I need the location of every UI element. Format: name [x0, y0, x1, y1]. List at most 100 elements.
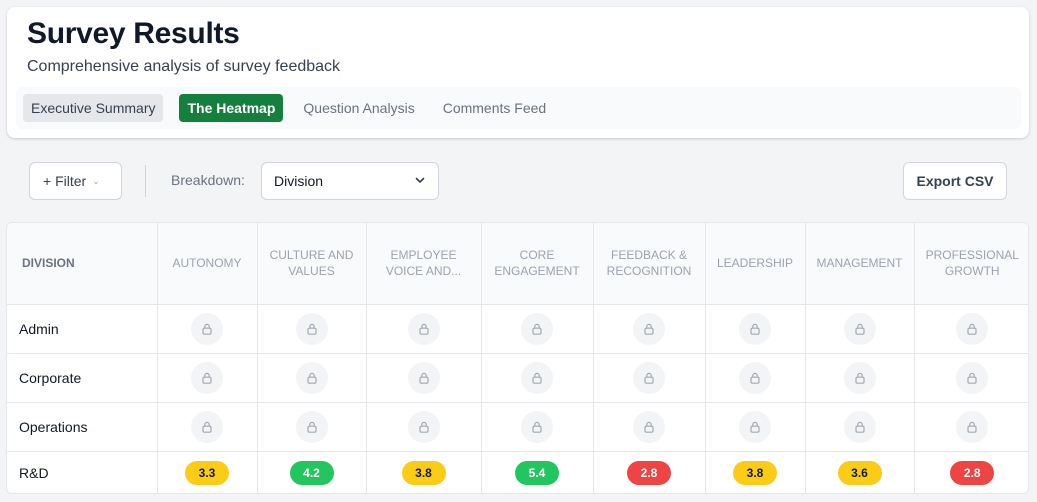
heatmap-cell [157, 353, 258, 403]
chevron-down-icon [414, 173, 426, 189]
heatmap-cell: 3.6 [805, 451, 915, 493]
lock-icon [295, 410, 328, 443]
breakdown-select-value: Division [274, 173, 324, 189]
filter-button[interactable]: + Filter ⌄ [29, 162, 122, 200]
heatmap-cell [705, 304, 806, 354]
lock-icon [521, 410, 553, 443]
heatmap-cell [257, 353, 367, 403]
heatmap-table: DIVISION AUTONOMY CULTURE AND VALUES EMPLOY… [7, 223, 1028, 493]
heatmap-cell [157, 304, 258, 354]
export-csv-button[interactable]: Export CSV [903, 162, 1007, 200]
heatmap-cell [805, 353, 915, 403]
row-label: Corporate [7, 353, 158, 403]
lock-icon [295, 312, 328, 345]
heatmap-cell [705, 353, 806, 403]
table-body: Admin Corporate Operations R&D 3.3 4.2 3.8 5.4 2… [7, 304, 1028, 493]
heatmap-cell [593, 304, 706, 354]
lock-icon [956, 410, 989, 443]
column-header: CORE ENGAGEMENT [481, 223, 594, 305]
row-label: R&D [7, 451, 158, 493]
score-badge[interactable]: 4.2 [289, 461, 334, 486]
column-header: EMPLOYEE VOICE AND... [366, 223, 482, 305]
heatmap-cell [914, 402, 1028, 452]
table-row: R&D 3.3 4.2 3.8 5.4 2.8 3.8 3.6 2.8 [7, 451, 1028, 493]
heatmap-cell [481, 304, 594, 354]
chevron-down-icon: ⌄ [92, 175, 100, 186]
lock-icon [739, 410, 771, 443]
lock-icon [739, 361, 771, 394]
column-header-division: DIVISION [7, 223, 158, 305]
lock-icon [956, 312, 989, 345]
lock-icon [956, 361, 989, 394]
heatmap-cell [593, 353, 706, 403]
heatmap-cell: 3.8 [705, 451, 806, 493]
score-badge[interactable]: 3.8 [733, 461, 777, 486]
lock-icon [633, 410, 665, 443]
heatmap-table-card: DIVISION AUTONOMY CULTURE AND VALUES EMPLOY… [6, 222, 1029, 494]
lock-icon [407, 312, 440, 345]
column-header: LEADERSHIP [705, 223, 806, 305]
lock-icon [521, 312, 553, 345]
tab-question-analysis[interactable]: Question Analysis [303, 100, 415, 116]
heatmap-cell [914, 304, 1028, 354]
heatmap-cell [257, 402, 367, 452]
column-header: CULTURE AND VALUES [257, 223, 367, 305]
heatmap-cell [366, 304, 482, 354]
row-label: Admin [7, 304, 158, 354]
heatmap-cell [593, 402, 706, 452]
heatmap-cell: 5.4 [481, 451, 594, 493]
table-header-row: DIVISION AUTONOMY CULTURE AND VALUES EMPLOY… [7, 223, 1028, 305]
heatmap-cell: 3.8 [366, 451, 482, 493]
toolbar-divider [145, 165, 146, 197]
tab-executive-summary[interactable]: Executive Summary [23, 94, 164, 122]
score-badge[interactable]: 2.8 [627, 461, 671, 486]
lock-icon [407, 361, 440, 394]
lock-icon [407, 410, 440, 443]
lock-icon [191, 410, 223, 443]
page-subtitle: Comprehensive analysis of survey feedbac… [27, 58, 341, 75]
heatmap-cell [481, 402, 594, 452]
score-badge[interactable]: 3.8 [401, 461, 446, 486]
column-header: FEEDBACK & RECOGNITION [593, 223, 706, 305]
column-header: PROFESSIONAL GROWTH [914, 223, 1028, 305]
score-badge[interactable]: 5.4 [515, 461, 559, 486]
table-row: Operations [7, 402, 1028, 452]
lock-icon [295, 361, 328, 394]
score-badge[interactable]: 3.6 [837, 461, 882, 486]
lock-icon [191, 361, 223, 394]
tab-heatmap[interactable]: The Heatmap [179, 94, 284, 122]
score-badge[interactable]: 3.3 [185, 461, 229, 486]
filter-button-label: + Filter [43, 173, 87, 189]
heatmap-cell [366, 353, 482, 403]
column-header: AUTONOMY [157, 223, 258, 305]
heatmap-cell [157, 402, 258, 452]
heatmap-cell [805, 402, 915, 452]
lock-icon [843, 312, 876, 345]
lock-icon [843, 410, 876, 443]
heatmap-cell [705, 402, 806, 452]
lock-icon [633, 312, 665, 345]
table-row: Corporate [7, 353, 1028, 403]
score-badge[interactable]: 2.8 [950, 461, 995, 486]
row-label: Operations [7, 402, 158, 452]
breakdown-select[interactable]: Division [261, 162, 439, 200]
lock-icon [843, 361, 876, 394]
heatmap-cell [366, 402, 482, 452]
heatmap-cell: 2.8 [593, 451, 706, 493]
heatmap-cell [914, 353, 1028, 403]
heatmap-cell: 4.2 [257, 451, 367, 493]
table-row: Admin [7, 304, 1028, 354]
lock-icon [521, 361, 553, 394]
lock-icon [633, 361, 665, 394]
breakdown-label: Breakdown: [171, 172, 245, 188]
tab-bar: Executive Summary The Heatmap Question A… [16, 87, 1021, 129]
heatmap-cell [481, 353, 594, 403]
heatmap-cell: 2.8 [914, 451, 1028, 493]
heatmap-cell [805, 304, 915, 354]
header-card: Survey Results Comprehensive analysis of… [7, 7, 1029, 138]
lock-icon [739, 312, 771, 345]
heatmap-cell [257, 304, 367, 354]
heatmap-cell: 3.3 [157, 451, 258, 493]
lock-icon [191, 312, 223, 345]
tab-comments-feed[interactable]: Comments Feed [442, 100, 547, 116]
